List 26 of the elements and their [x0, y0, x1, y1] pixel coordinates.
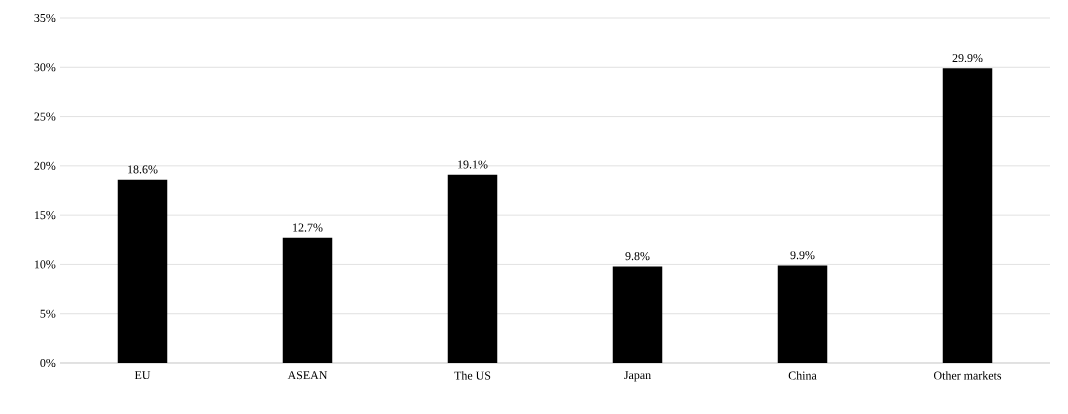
bar — [777, 265, 828, 363]
bar — [282, 237, 333, 363]
x-tick-label: Other markets — [933, 371, 1002, 380]
bar — [942, 68, 993, 363]
y-tick-label: 15% — [34, 211, 56, 220]
data-label: 9.9% — [790, 251, 815, 260]
data-label: 19.1% — [458, 160, 488, 169]
bar — [447, 174, 498, 363]
x-tick-label: Japan — [624, 371, 651, 382]
bar — [117, 179, 168, 363]
data-label: 18.6% — [128, 165, 158, 174]
x-tick-label: China — [788, 371, 817, 380]
y-tick-label: 10% — [34, 260, 56, 269]
y-tick-label: 5% — [40, 309, 56, 318]
y-tick-label: 35% — [34, 13, 56, 23]
bar — [612, 266, 663, 363]
y-tick-label: 0% — [40, 358, 56, 368]
data-label: 12.7% — [293, 223, 323, 232]
x-tick-label: ASEAN — [287, 371, 328, 380]
y-tick-label: 25% — [34, 112, 56, 121]
y-tick-label: 20% — [34, 161, 56, 170]
x-tick-label: The US — [454, 371, 491, 380]
data-label: 9.8% — [625, 252, 650, 261]
y-tick-label: 30% — [34, 63, 56, 72]
data-label: 29.9% — [952, 53, 983, 63]
x-tick-label: EU — [134, 371, 151, 380]
